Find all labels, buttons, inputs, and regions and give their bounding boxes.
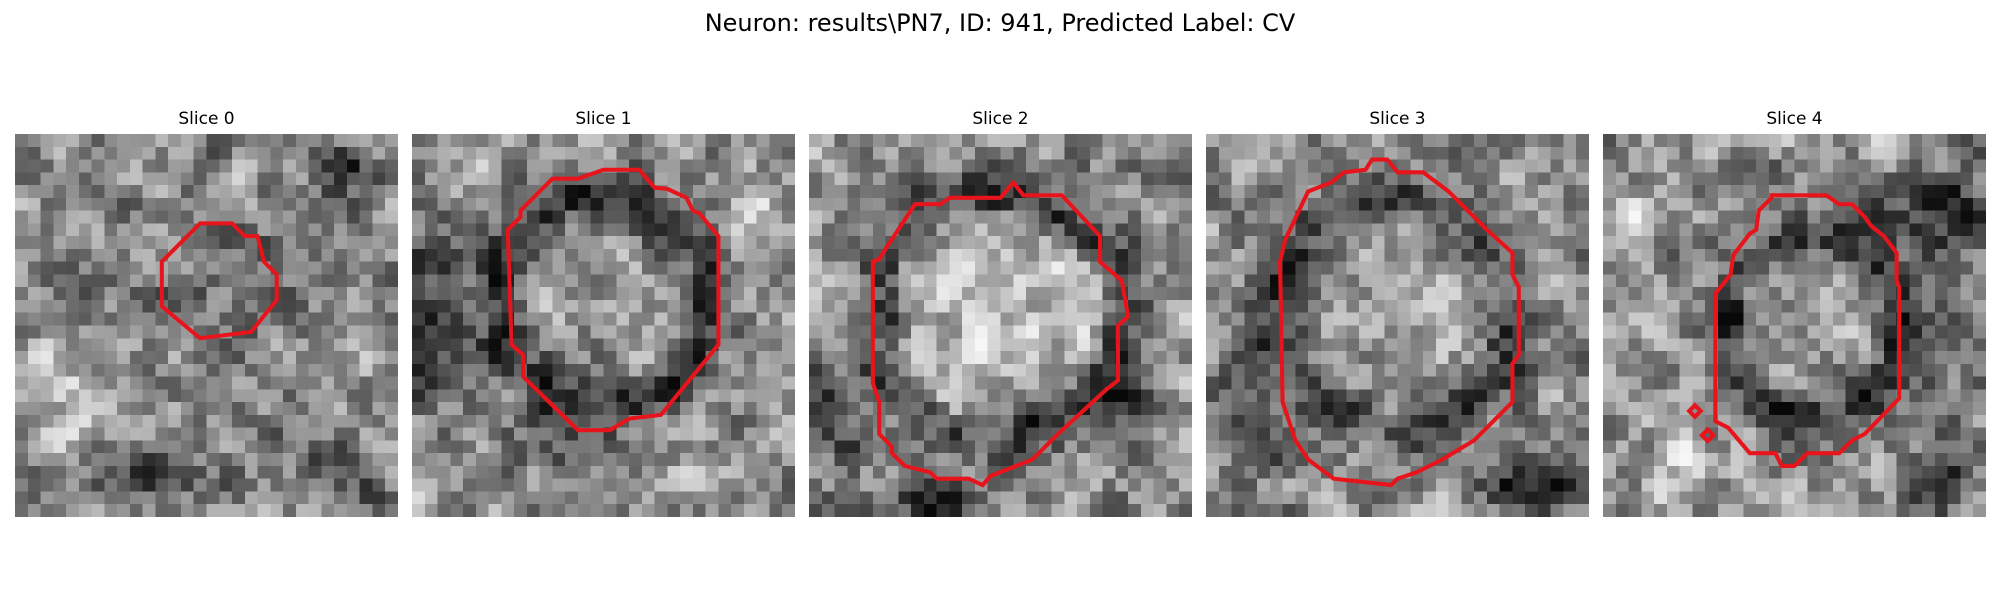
slice-title: Slice 2 bbox=[972, 109, 1029, 129]
segmentation-contour bbox=[1713, 193, 1902, 468]
slice-title: Slice 3 bbox=[1369, 109, 1426, 129]
segmentation-contour bbox=[505, 167, 721, 433]
segmentation-contour bbox=[1277, 157, 1521, 488]
contour-marker bbox=[1686, 402, 1704, 420]
slice-image bbox=[1206, 134, 1589, 517]
slice-image bbox=[809, 134, 1192, 517]
segmentation-contour bbox=[159, 221, 279, 341]
slice-title: Slice 1 bbox=[575, 109, 632, 129]
segmentation-contour bbox=[870, 179, 1131, 488]
slice-image bbox=[1603, 134, 1986, 517]
slice-title: Slice 0 bbox=[178, 109, 235, 129]
slice-image bbox=[412, 134, 795, 517]
slice-title: Slice 4 bbox=[1766, 109, 1823, 129]
slice-image bbox=[15, 134, 398, 517]
figure-title: Neuron: results\PN7, ID: 941, Predicted … bbox=[704, 9, 1296, 37]
contour-marker bbox=[1699, 426, 1717, 444]
